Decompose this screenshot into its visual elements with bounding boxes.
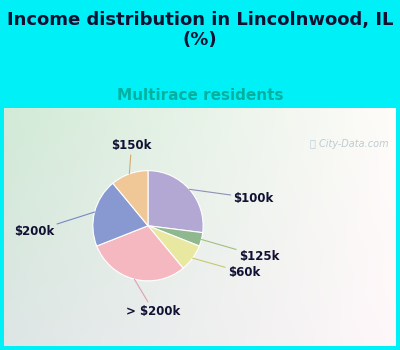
Text: $125k: $125k: [201, 239, 279, 262]
Wedge shape: [93, 183, 148, 246]
Wedge shape: [97, 226, 183, 281]
Text: Multirace residents: Multirace residents: [117, 88, 283, 103]
Wedge shape: [113, 171, 148, 226]
Wedge shape: [148, 226, 203, 246]
Text: $200k: $200k: [14, 212, 95, 238]
Text: Income distribution in Lincolnwood, IL
(%): Income distribution in Lincolnwood, IL (…: [7, 10, 393, 49]
Text: $100k: $100k: [189, 189, 274, 205]
Text: > $200k: > $200k: [126, 279, 181, 318]
Text: ⓘ City-Data.com: ⓘ City-Data.com: [310, 139, 388, 149]
Wedge shape: [148, 171, 203, 233]
Text: $150k: $150k: [111, 139, 152, 174]
Wedge shape: [148, 226, 199, 268]
Text: $60k: $60k: [192, 258, 260, 279]
